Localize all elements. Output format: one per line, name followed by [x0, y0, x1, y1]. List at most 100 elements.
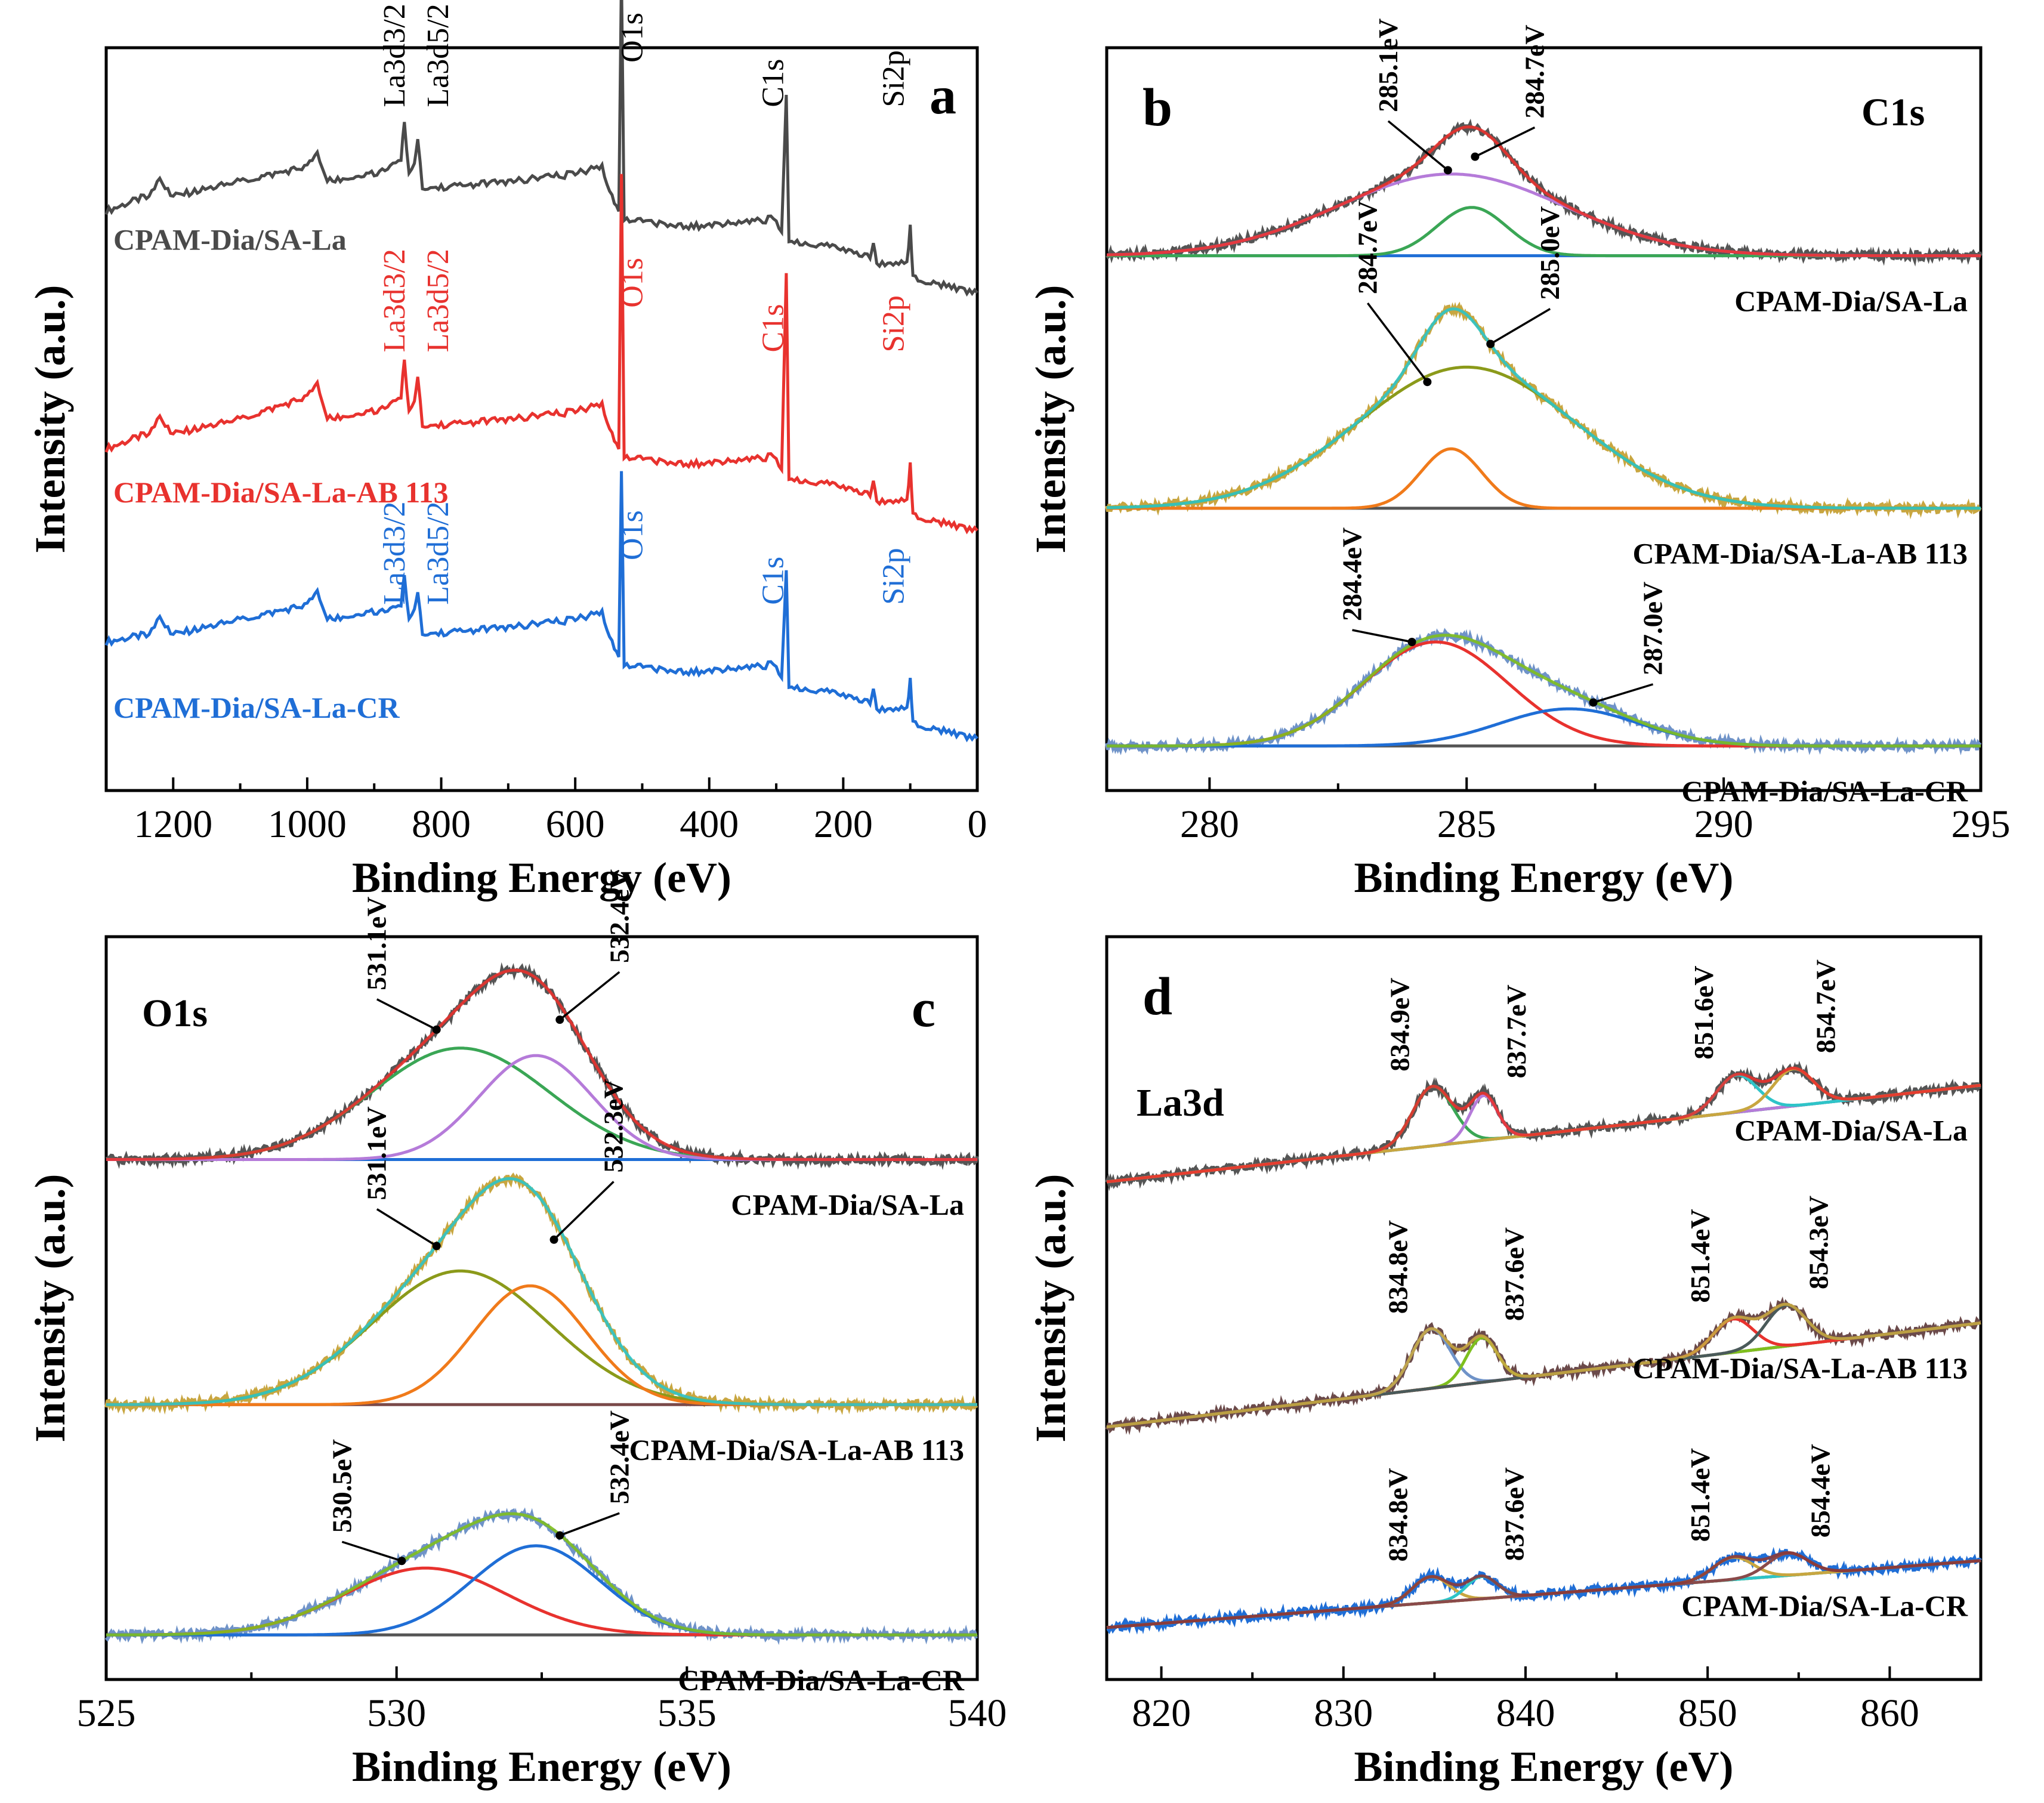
peak-annotation: 837.6eV [1499, 1227, 1530, 1321]
sample-label: CPAM-Dia/SA-La-CR [1681, 1589, 1968, 1623]
peak-annotation: 532.4eV [604, 1410, 634, 1504]
peak-label: C1s [756, 557, 790, 605]
x-axis-label: Binding Energy (eV) [352, 1743, 731, 1790]
x-tick-label: 285 [1437, 802, 1496, 846]
annotation-arrow [1490, 308, 1551, 345]
fit-envelope [106, 1512, 977, 1637]
y-axis-label: Intensity (a.u.) [1027, 1174, 1075, 1442]
sample-label: CPAM-Dia/SA-La [113, 223, 347, 257]
sample-label: CPAM-Dia/SA-La-CR [113, 691, 400, 724]
x-tick-label: 1200 [134, 802, 212, 846]
panel-b-frame [1105, 46, 1983, 792]
annotation-arrow [1387, 120, 1449, 171]
peak-label: C1s [756, 304, 790, 353]
panel-d: 820 830 840 850 860 Binding Energy (eV) Intens… [1027, 935, 1983, 1790]
x-tick-label: 800 [412, 802, 471, 846]
peak-annotation: 834.8eV [1382, 1220, 1413, 1314]
sample-label: CPAM-Dia/SA-La-AB 113 [1632, 1351, 1968, 1385]
peak-annotation: 837.7eV [1501, 984, 1532, 1078]
x-tick-label: 600 [546, 802, 605, 846]
x-tick-label: 0 [968, 802, 987, 846]
sample-label: CPAM-Dia/SA-La-AB 113 [113, 476, 449, 509]
peak-annotation: 851.4eV [1685, 1448, 1715, 1542]
survey-line-1 [104, 174, 978, 535]
peak-annotation: 834.8eV [1382, 1468, 1413, 1561]
annotation-arrow [376, 998, 437, 1031]
sample-label: CPAM-Dia/SA-La-CR [678, 1663, 964, 1697]
panel-d-frame [1105, 935, 1983, 1681]
x-axis-label: Binding Energy (eV) [352, 854, 731, 902]
peak-annotation: 285.1eV [1373, 18, 1403, 112]
peak-annotation: 837.6eV [1499, 1467, 1530, 1561]
annotation-arrow [553, 1181, 615, 1241]
annotation-arrowhead [1407, 638, 1416, 647]
peak-annotation: 532.4eV [604, 869, 634, 963]
panel-label: b [1143, 78, 1172, 137]
fit-component-1 [106, 1544, 977, 1637]
peak-annotation: 531.1eV [362, 1106, 392, 1200]
x-tick-label: 200 [814, 802, 873, 846]
peak-annotation: 854.7eV [1811, 959, 1841, 1053]
panel-b: 280 285 290 295 Binding Energy (eV) Intensity… [1027, 18, 2011, 902]
x-tick-label: 400 [680, 802, 739, 846]
peak-label: La3d3/2 [378, 4, 412, 107]
fit-component-1 [106, 1284, 977, 1406]
annotation-arrowhead [432, 1242, 441, 1251]
peak-label: O1s [615, 258, 649, 308]
y-axis-label: Intensity (a.u.) [1027, 285, 1075, 553]
raw-data-line [104, 1507, 978, 1645]
peak-annotation: 284.4eV [1337, 527, 1367, 621]
x-tick-label: 530 [367, 1691, 426, 1735]
survey-line-0 [104, 0, 978, 297]
x-tick-label: 1000 [268, 802, 347, 846]
fit-envelope [1106, 307, 1981, 510]
peak-annotation: 287.0eV [1638, 582, 1668, 675]
peak-annotation: 284.7eV [1352, 200, 1382, 294]
fit-envelope [1107, 125, 1981, 258]
fit-envelope [1106, 1066, 1981, 1184]
annotation-arrow [376, 1208, 437, 1247]
peak-annotation: 531.1eV [362, 897, 392, 990]
panel-label: a [930, 66, 956, 125]
annotation-arrowhead [397, 1557, 406, 1566]
peak-label: Si2p [876, 295, 910, 352]
sample-label: CPAM-Dia/SA-La-AB 113 [629, 1433, 964, 1467]
fit-envelope [106, 1177, 977, 1406]
annotation-arrow [559, 1512, 620, 1537]
fit-component-0 [106, 1566, 977, 1637]
fit-component-0 [1107, 640, 1981, 748]
y-axis-label: Intensity (a.u.) [26, 1174, 74, 1442]
peak-annotation: 834.9eV [1384, 978, 1415, 1072]
x-axis-label: Binding Energy (eV) [1354, 1743, 1733, 1790]
x-tick-label: 540 [948, 1691, 1007, 1735]
peak-label: La3d3/2 [378, 501, 412, 604]
x-tick-label: 535 [657, 1691, 717, 1735]
peak-annotation: 854.4eV [1805, 1444, 1835, 1538]
annotation-arrowhead [555, 1531, 564, 1540]
element-label: O1s [142, 992, 208, 1035]
fit-envelope [106, 968, 977, 1161]
annotation-arrowhead [1486, 339, 1495, 348]
annotation-arrowhead [1423, 378, 1432, 387]
annotation-arrowhead [432, 1025, 441, 1034]
panel-c: 525 530 535 540 Binding Energy (eV) Intensity… [26, 869, 1007, 1790]
peak-annotation: 851.6eV [1688, 966, 1719, 1060]
annotation-arrowhead [1589, 698, 1598, 707]
y-axis-label: Intensity (a.u.) [26, 285, 74, 553]
peak-label: O1s [615, 510, 649, 560]
peak-label: Si2p [876, 548, 910, 604]
sample-label: CPAM-Dia/SA-La-AB 113 [1632, 537, 1968, 570]
x-tick-label: 525 [77, 1691, 136, 1735]
x-tick-label: 840 [1496, 1691, 1555, 1735]
peak-label: O1s [615, 13, 649, 63]
peak-annotation: 530.5eV [326, 1439, 357, 1533]
panel-label: c [912, 979, 935, 1038]
x-tick-label: 280 [1180, 802, 1239, 846]
element-label: C1s [1861, 91, 1925, 134]
fit-envelope [1107, 634, 1981, 748]
fit-component-1 [106, 1054, 977, 1161]
sample-label: CPAM-Dia/SA-La [1734, 1114, 1968, 1147]
panel-a-frame [104, 46, 979, 792]
annotation-arrow [1474, 126, 1536, 158]
